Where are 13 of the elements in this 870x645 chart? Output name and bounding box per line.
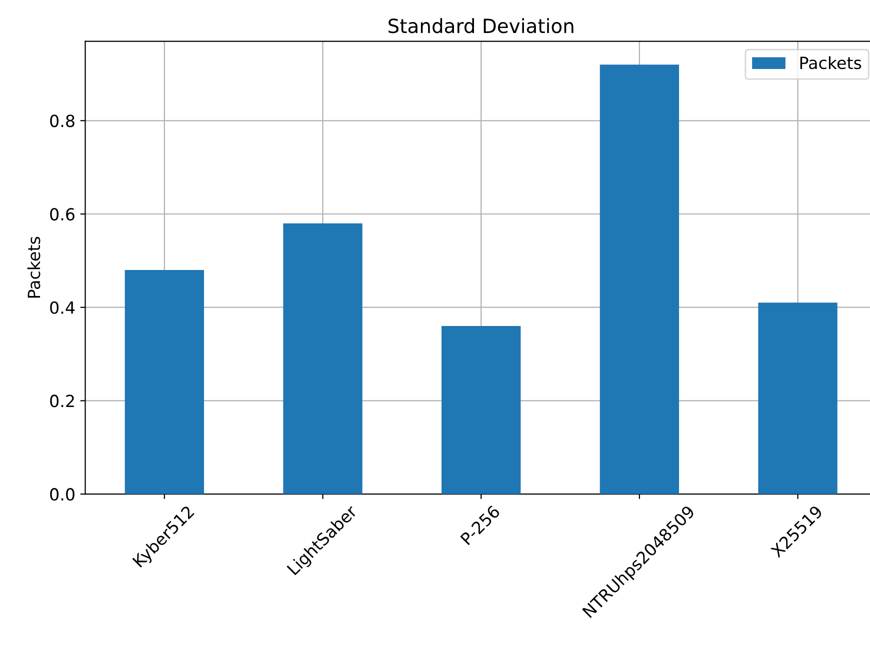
y-tick-label: 0.8: [50, 114, 74, 128]
bar: [442, 326, 521, 494]
y-tick-label: 0.6: [50, 208, 74, 221]
bar: [600, 64, 680, 494]
y-tick-label: 0.2: [50, 394, 74, 408]
bar: [758, 302, 838, 494]
chart-title: Standard Deviation: [388, 18, 574, 34]
y-tick-label: 0.4: [50, 301, 75, 314]
y-axis-title: Packets: [27, 236, 40, 298]
legend-label: Packets: [800, 56, 862, 70]
bar: [283, 223, 362, 494]
y-tick-label: 0.0: [50, 488, 74, 501]
bar: [124, 270, 204, 494]
